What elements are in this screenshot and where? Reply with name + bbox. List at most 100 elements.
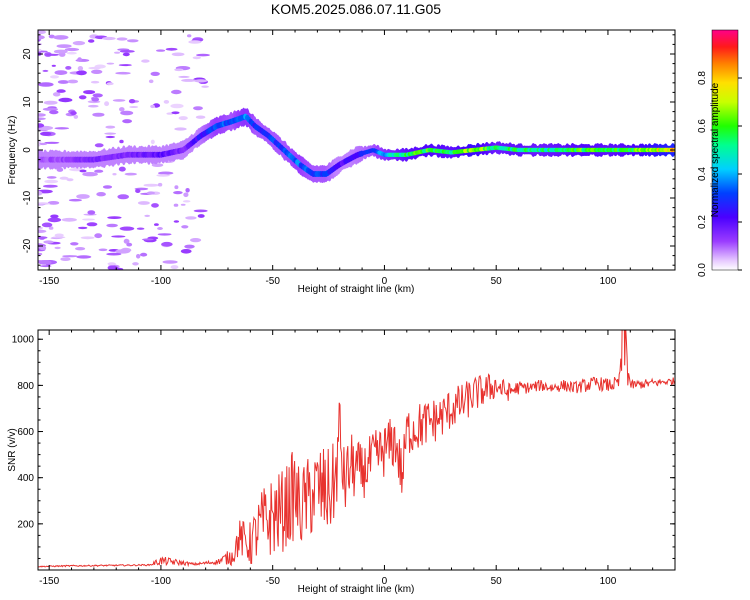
noise-blob [157,233,172,236]
noise-blob [54,70,68,75]
noise-blob [127,39,139,43]
noise-blob [126,242,133,247]
noise-blob [54,127,70,130]
noise-blob [115,249,131,254]
noise-blob [88,39,95,43]
noise-blob [51,64,56,67]
noise-blob [105,135,116,139]
noise-blob [82,172,98,177]
noise-blob [171,89,182,95]
spectrogram-x-label: Height of straight line (km) [298,284,415,295]
noise-blob [174,185,179,190]
noise-blob [38,202,50,205]
noise-blob [192,56,201,60]
noise-blob [174,68,184,72]
noise-blob [38,252,43,256]
colorbar-tick-label: 0.0 [697,263,708,277]
noise-blob [162,260,178,264]
noise-blob [181,78,197,82]
noise-blob [50,214,59,219]
noise-blob [40,131,52,136]
spectrogram-x-tick-label: -150 [39,276,59,287]
noise-blob [150,104,156,109]
snr-x-tick-label: 50 [491,576,503,587]
spectrogram-x-tick-label: -50 [265,276,280,287]
snr-x-tick-label: 100 [600,576,617,587]
noise-blob [42,69,49,72]
noise-blob [188,40,202,44]
noise-blob [56,44,72,48]
noise-blob [82,218,95,221]
noise-blob [38,229,47,233]
noise-blob [38,260,52,265]
noise-blob [77,57,82,62]
noise-blob [48,226,54,230]
spectrogram-y-tick-label: 0 [22,147,33,153]
noise-blob [141,59,150,63]
noise-blob [53,49,68,54]
colorbar-tick-label: 0.2 [697,215,708,229]
noise-blob [106,252,122,256]
noise-blob [185,188,190,193]
noise-blob [70,111,77,116]
noise-blob [38,113,46,117]
noise-blob [112,99,126,102]
noise-blob [75,247,86,251]
noise-blob [54,246,61,250]
noise-blob [151,203,159,208]
noise-blob [44,141,60,144]
colorbar-tick-label: 0.4 [697,167,708,181]
noise-blob [187,34,192,38]
noise-blob [38,142,48,146]
noise-blob [105,125,116,129]
noise-blob [178,75,190,78]
noise-blob [54,233,64,237]
noise-blob [150,139,155,145]
noise-blob [106,62,115,65]
noise-blob [161,241,173,247]
noise-blob [76,70,87,76]
noise-blob [113,267,124,270]
noise-blob [122,52,130,57]
noise-blob [98,248,108,252]
noise-blob [144,214,151,217]
noise-blob [118,166,126,172]
noise-blob [104,132,117,135]
noise-blob [124,172,137,176]
noise-blob [86,222,98,227]
noise-blob [196,53,210,57]
noise-blob [129,106,139,108]
snr-y-tick-label: 200 [17,519,34,530]
noise-blob [42,107,59,111]
noise-blob [107,262,116,266]
noise-blob [43,184,58,188]
snr-y-tick-label: 600 [17,427,34,438]
noise-blob [128,99,136,104]
noise-blob [193,106,203,111]
noise-blob [92,112,105,117]
noise-blob [140,252,148,257]
noise-blob [58,97,73,103]
noise-blob [151,163,164,168]
noise-blob [92,93,103,98]
noise-blob [38,50,48,53]
noise-blob [135,189,141,193]
noise-blob [38,48,42,52]
noise-blob [59,176,69,180]
spectrogram-y-tick-label: 10 [22,96,33,108]
noise-blob [49,110,59,115]
noise-blob [181,225,189,229]
noise-blob [46,176,57,179]
noise-blob [143,183,160,187]
noise-blob [136,253,141,259]
noise-blob [190,238,202,243]
noise-blob [39,265,52,268]
noise-blob [122,119,132,124]
noise-blob [114,51,121,54]
noise-blob [44,179,59,184]
noise-blob [80,236,95,240]
snr-x-label: Height of straight line (km) [298,584,415,595]
noise-blob [120,110,134,116]
